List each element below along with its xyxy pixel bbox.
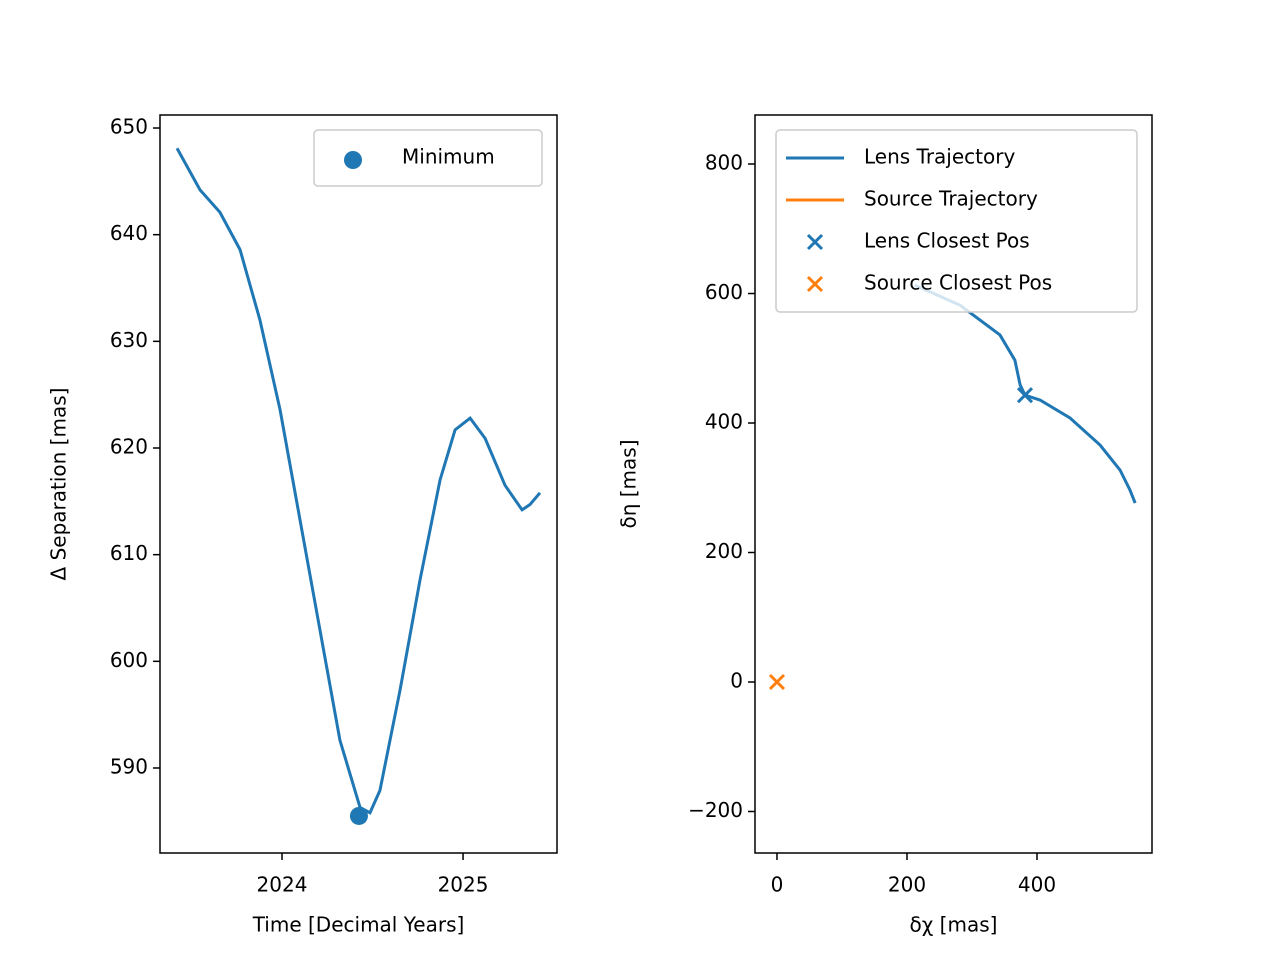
y-tick-label: 200	[705, 539, 743, 563]
legend-label: Minimum	[402, 145, 495, 169]
y-tick-label: 610	[110, 541, 148, 565]
axes-frame	[754, 114, 1153, 854]
y-axis-label: δη [mas]	[617, 439, 641, 528]
y-tick-label: 620	[110, 435, 148, 459]
plot-area	[175, 147, 542, 815]
subplot: 2024 2025 590 600 610 620 630 640 650 Time [Decim…	[47, 114, 558, 937]
x-tick-label: 0	[771, 873, 784, 897]
legend: Lens Trajectory Source Trajectory Lens Clo…	[775, 129, 1138, 313]
legend-swatch	[806, 233, 824, 251]
marker	[1016, 387, 1034, 404]
legend-swatch	[344, 151, 362, 169]
x-tick-label: 2024	[257, 873, 308, 897]
line	[914, 283, 1137, 504]
subplot: 0 200 400 −200 0 200 400 600 800 δχ [mas] δη [mas]…	[617, 114, 1153, 937]
y-axis-label: Δ Separation [mas]	[47, 388, 71, 581]
legend-swatch	[806, 275, 824, 293]
x-axis-label: Time [Decimal Years]	[252, 913, 465, 937]
y-tick-label: −200	[688, 798, 743, 822]
x-axis-label: δχ [mas]	[910, 913, 998, 937]
plot-area	[914, 283, 1137, 504]
legend-label: Lens Closest Pos	[864, 229, 1030, 253]
legend-box	[775, 129, 1138, 313]
legend-label: Source Closest Pos	[864, 271, 1052, 295]
legend-box	[313, 129, 543, 187]
y-tick-label: 650	[110, 115, 148, 139]
x-tick-label: 400	[1018, 873, 1056, 897]
x-tick-label: 200	[888, 873, 926, 897]
marker	[349, 806, 368, 825]
x-tick-label: 2025	[438, 873, 489, 897]
y-tick-label: 400	[705, 410, 743, 434]
legend: Minimum	[313, 129, 543, 187]
y-tick-label: 630	[110, 328, 148, 352]
y-tick-label: 600	[705, 280, 743, 304]
line	[175, 147, 542, 815]
axes-frame	[159, 114, 558, 854]
y-tick-label: 600	[110, 648, 148, 672]
legend-label: Lens Trajectory	[864, 145, 1015, 169]
y-tick-label: 0	[730, 669, 743, 693]
y-tick-label: 640	[110, 221, 148, 245]
y-tick-label: 590	[110, 754, 148, 778]
marker	[768, 673, 786, 691]
legend-label: Source Trajectory	[864, 187, 1038, 211]
y-tick-label: 800	[705, 151, 743, 175]
